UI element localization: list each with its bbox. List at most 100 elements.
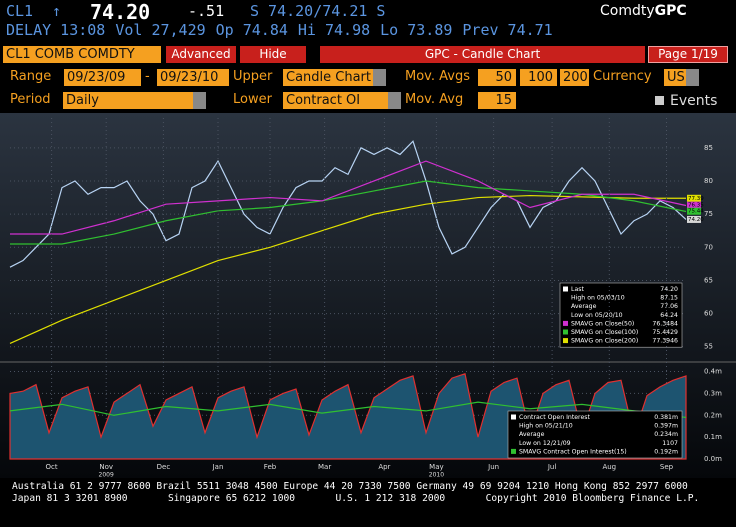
legend-box: [559, 282, 683, 348]
y-tick-label: 65: [704, 276, 713, 284]
legend-value: 1107: [662, 440, 678, 447]
legend-value: 77.3946: [652, 338, 678, 345]
x-tick-label: Jun: [487, 463, 499, 471]
legend-swatch: [563, 329, 568, 335]
stat: Lo 73.89: [380, 21, 453, 39]
y-tick-label: 70: [704, 243, 713, 251]
x-tick-label: Feb: [264, 463, 277, 471]
mavg-label: Mov. Avg: [405, 92, 464, 107]
legend-swatch: [563, 320, 568, 326]
range-start[interactable]: 09/23/09: [64, 69, 141, 86]
legend-label: SMAVG on Close(50): [571, 320, 634, 327]
range-label: Range: [10, 69, 52, 84]
legend-label: High on 05/03/10: [571, 295, 625, 302]
legend-value: 0.397m: [654, 423, 678, 430]
line-series: [10, 160, 687, 235]
stat: Hi 74.98: [297, 21, 371, 39]
legend-label: Average: [571, 303, 597, 310]
period-select[interactable]: Daily: [63, 92, 206, 109]
footer-line: Australia 61 2 9777 8600 Brazil 5511 304…: [12, 481, 688, 492]
legend-swatch: [511, 448, 516, 454]
y-tick-label: 75: [704, 210, 713, 218]
legend-label: High on 05/21/10: [519, 423, 573, 430]
x-tick-label: May: [429, 463, 443, 471]
last-price: 74.20: [90, 0, 151, 24]
mavg-input[interactable]: 100: [520, 69, 557, 86]
lower-select[interactable]: Contract OI: [283, 92, 401, 109]
range-dash: -: [145, 69, 150, 84]
value-tag: [687, 207, 701, 215]
value-tag-label: 77.39: [688, 196, 704, 202]
legend-label: SMAVG Contract Open Interest(15): [519, 448, 627, 455]
legend-label: SMAVG on Close(100): [571, 329, 638, 336]
y-tick-label: 0.2m: [704, 411, 722, 419]
legend-box: [507, 410, 683, 459]
value-tag: [687, 201, 701, 209]
x-tick-label: Sep: [660, 463, 674, 471]
function-title: GPC - Candle Chart: [320, 46, 645, 63]
mavg-input[interactable]: 15: [478, 92, 516, 109]
range-end[interactable]: 09/23/10: [157, 69, 229, 86]
currency-select[interactable]: USD: [664, 69, 699, 86]
year-label: 2010: [429, 472, 444, 479]
legend-swatch: [563, 338, 568, 344]
brand: ComdtyGPC: [600, 3, 687, 19]
mavg-input[interactable]: 200: [560, 69, 589, 86]
stat: DELAY 13:08: [6, 21, 106, 39]
value-tag: [687, 215, 701, 223]
value-tag: [687, 194, 701, 202]
y-tick-label: 0.1m: [704, 433, 722, 441]
line-series: [9, 140, 687, 268]
x-tick-label: Oct: [46, 463, 58, 471]
period-label: Period: [10, 92, 51, 107]
y-tick-label: 55: [704, 343, 713, 351]
legend-value: 75.4429: [652, 329, 678, 336]
legend-label: Low on 12/21/09: [519, 440, 571, 447]
value-tag-label: 74.20: [688, 217, 704, 223]
events-checkbox[interactable]: [655, 96, 664, 105]
legend-value: 87.15: [660, 295, 678, 302]
page-indicator[interactable]: Page 1/19: [648, 46, 728, 63]
legend-swatch: [563, 286, 568, 292]
line-series: [10, 180, 687, 245]
x-tick-label: Apr: [378, 463, 390, 471]
legend-value: 77.06: [660, 303, 678, 310]
footer-line: Japan 81 3 3201 8900 Singapore 65 6212 1…: [12, 493, 700, 504]
legend-value: 0.234m: [654, 431, 678, 438]
mavg-input[interactable]: 50: [478, 69, 516, 86]
x-tick-label: Aug: [602, 463, 616, 471]
value-tag-label: 76.35: [688, 203, 704, 209]
brand-prefix: Comdty: [600, 3, 655, 19]
stats-row: DELAY 13:08 Vol 27,429 Op 74.84 Hi 74.98 Lo …: [6, 21, 563, 39]
price-change: -.51: [188, 2, 225, 20]
year-label: 2009: [99, 472, 114, 479]
legend-label: Low on 05/20/10: [571, 312, 623, 319]
mavgs-label: Mov. Avgs: [405, 69, 470, 84]
y-tick-label: 0.3m: [704, 389, 722, 397]
legend-value: 76.3484: [652, 320, 678, 327]
stat: Prev 74.71: [462, 21, 553, 39]
x-tick-label: Jan: [212, 463, 224, 471]
x-tick-label: Jul: [547, 463, 557, 471]
lower-label: Lower: [233, 92, 272, 107]
security-field[interactable]: CL1 COMB COMDTY: [3, 46, 161, 63]
tick-arrow: ↑: [52, 2, 62, 20]
legend-swatch: [511, 414, 516, 420]
bid-ask: S 74.20/74.21 S: [250, 2, 386, 20]
events-label: Events: [670, 93, 718, 109]
y-tick-label: 60: [704, 310, 713, 318]
legend-value: 74.20: [660, 286, 678, 293]
hide-button[interactable]: Hide: [240, 46, 306, 63]
y-tick-label: 85: [704, 144, 713, 152]
stat: Op 74.84: [215, 21, 288, 39]
legend-value: 0.192m: [654, 448, 678, 455]
legend-label: Contract Open Interest: [519, 414, 590, 421]
stat: Vol 27,429: [115, 21, 206, 39]
legend-value: 0.381m: [654, 414, 678, 421]
y-tick-label: 0.4m: [704, 368, 722, 376]
upper-label: Upper: [233, 69, 273, 84]
upper-select[interactable]: Candle Chart: [283, 69, 386, 86]
advanced-button[interactable]: Advanced: [166, 46, 236, 63]
